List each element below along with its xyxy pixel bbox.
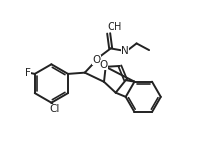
Text: O: O: [92, 55, 101, 65]
Text: N: N: [121, 46, 129, 56]
Text: O: O: [100, 60, 108, 70]
Text: F: F: [25, 68, 31, 77]
Text: O: O: [108, 22, 116, 32]
Text: Cl: Cl: [50, 104, 60, 114]
Text: H: H: [114, 22, 121, 32]
